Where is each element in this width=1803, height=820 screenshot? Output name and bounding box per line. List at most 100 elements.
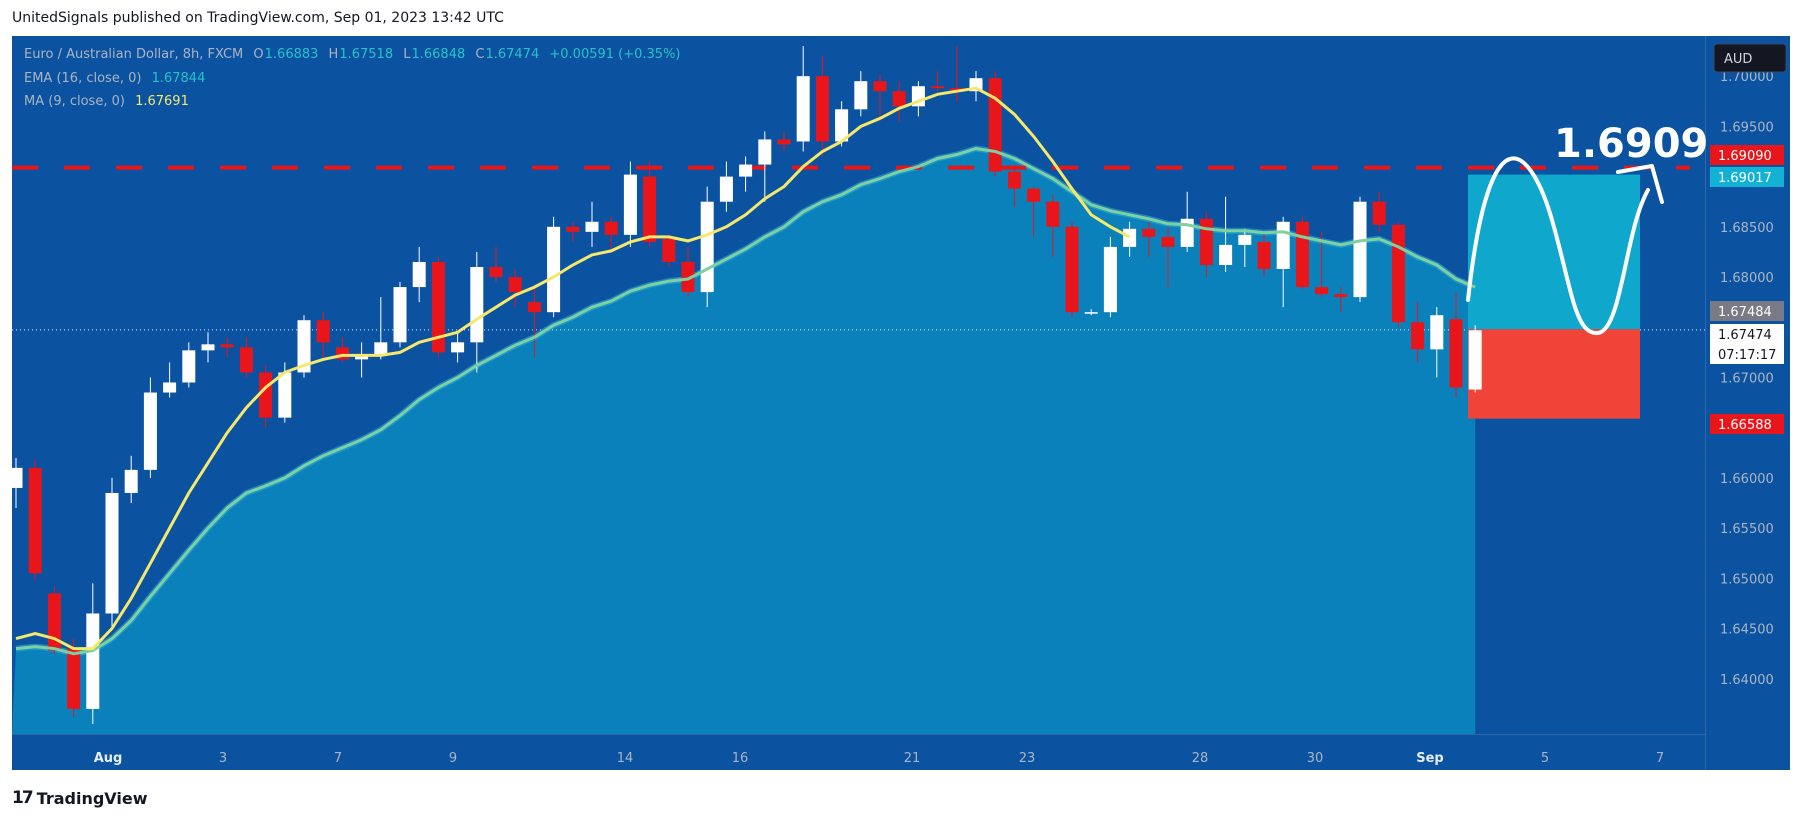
candle[interactable] [28,459,42,581]
candle[interactable] [316,312,330,358]
candle[interactable] [1065,221,1079,318]
candle[interactable] [143,377,157,478]
x-tick-label: 5 [1541,751,1549,766]
candle[interactable] [1007,164,1021,207]
candle-body [508,277,522,293]
candle[interactable] [1103,236,1117,318]
candle[interactable] [623,161,637,247]
projected-wave-path[interactable] [1466,156,1650,335]
candle[interactable] [1468,325,1482,393]
candle[interactable] [489,246,503,283]
candle[interactable] [220,337,234,358]
candle[interactable] [547,216,561,318]
candle-body [1123,228,1137,247]
legend-change: +0.00591 (+0.35%) [549,47,681,62]
candle-body [1334,294,1348,298]
candle[interactable] [393,282,407,348]
price-tag-value: 1.66588 [1718,418,1772,433]
candle[interactable] [1257,231,1271,278]
candle[interactable] [527,287,541,358]
candle[interactable] [566,221,580,242]
candle[interactable] [67,638,81,717]
candle[interactable] [1411,302,1425,363]
candle[interactable] [1353,196,1367,303]
candle[interactable] [1219,196,1233,273]
x-tick-label: 28 [1192,751,1209,766]
take-profit-zone[interactable] [1468,174,1640,330]
tradingview-brand[interactable]: 17 TradingView [12,788,148,808]
ma-line[interactable] [15,86,1131,651]
ema-line[interactable] [15,146,1476,656]
candle[interactable] [662,234,676,267]
candle[interactable] [1430,307,1444,378]
candle[interactable] [1372,191,1386,232]
candle[interactable] [585,201,599,247]
candle[interactable] [892,81,906,122]
stop-loss-zone[interactable] [1468,329,1640,419]
candle[interactable] [681,246,695,298]
y-tick-label: 1.69500 [1720,120,1774,135]
legend-ema-row[interactable]: EMA (16, close, 0) 1.67844 [24,71,211,86]
candle[interactable] [796,46,810,152]
candle[interactable] [431,256,445,358]
candle[interactable] [854,71,868,117]
candle[interactable] [700,186,714,308]
candle[interactable] [201,332,215,363]
legend-high-value: 1.67518 [339,47,394,62]
candle[interactable] [1161,226,1175,288]
candle-body [931,86,945,89]
candle[interactable] [1391,221,1405,328]
candle[interactable] [1295,216,1309,290]
candle-body [1084,312,1098,314]
candle[interactable] [1084,309,1098,316]
candle[interactable] [451,332,465,363]
candle[interactable] [163,362,177,398]
candle[interactable] [643,161,657,247]
candle-body [451,342,465,353]
candle[interactable] [1315,231,1329,298]
price-tag-value: 07:17:17 [1718,348,1776,363]
candle[interactable] [604,216,618,252]
candle-body [739,164,753,177]
candle[interactable] [988,71,1002,177]
candle[interactable] [1027,186,1041,237]
candle[interactable] [86,583,100,724]
candle[interactable] [1449,292,1463,398]
candle-body [470,266,484,343]
candle[interactable] [739,156,753,192]
candle[interactable] [239,337,253,378]
candle-body [239,347,253,373]
target-price-label: 1.6909 [1554,121,1708,167]
candle[interactable] [719,161,733,212]
candle[interactable] [1142,221,1156,257]
price-tag-bg [1710,301,1784,321]
candle-body [67,648,81,709]
price-tag-bg [1710,414,1784,434]
legend-ema-label: EMA (16, close, 0) [24,71,142,86]
candle[interactable] [374,297,388,360]
candle[interactable] [758,131,772,202]
currency-badge[interactable] [1713,43,1787,73]
candle[interactable] [9,457,23,509]
candle[interactable] [124,455,138,504]
candle[interactable] [1238,228,1252,267]
candle[interactable] [412,246,426,303]
candle[interactable] [1334,287,1348,313]
candle[interactable] [931,71,945,92]
candle[interactable] [470,251,484,373]
candle-body [1238,234,1252,245]
candle[interactable] [777,131,791,152]
candle[interactable] [1123,221,1137,257]
candle[interactable] [508,269,522,308]
candle[interactable] [835,101,849,147]
candle-body [643,176,657,242]
candle[interactable] [182,342,196,388]
legend-ma-row[interactable]: MA (9, close, 0) 1.67691 [24,94,195,109]
candle[interactable] [1046,194,1060,257]
candle[interactable] [47,586,61,654]
candle[interactable] [815,56,829,157]
candle[interactable] [105,477,119,629]
candle[interactable] [873,74,887,122]
candle[interactable] [297,315,311,378]
